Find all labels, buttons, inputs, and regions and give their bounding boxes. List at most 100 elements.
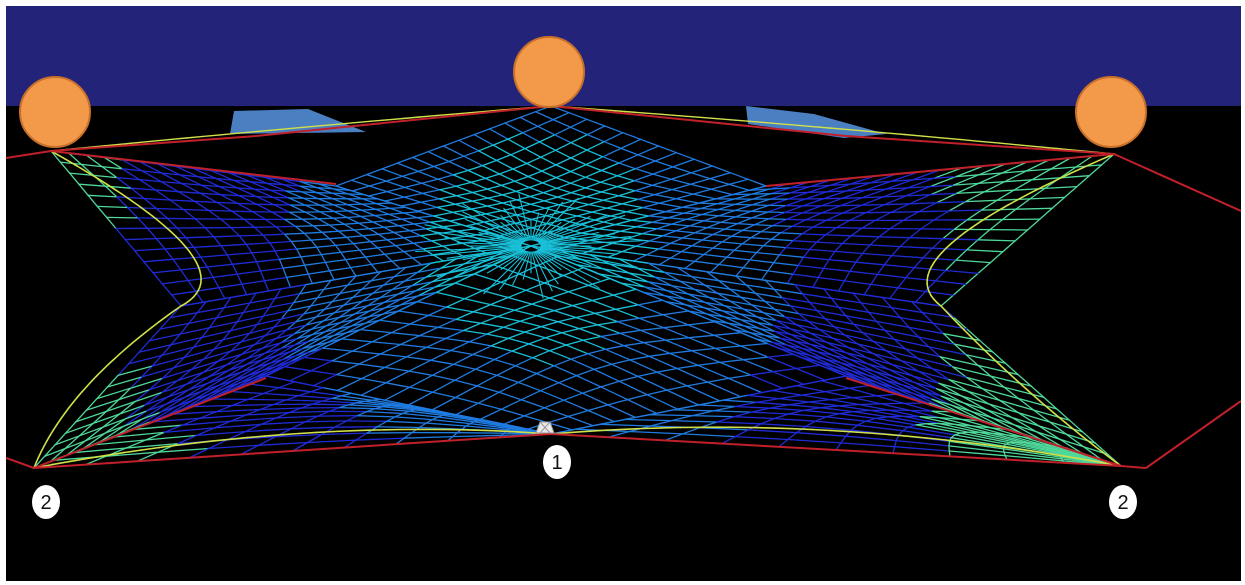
mesh-line (391, 285, 413, 291)
mesh-line (507, 337, 530, 345)
mesh-line (363, 399, 373, 403)
mesh-line (953, 219, 968, 230)
mesh-line (144, 326, 153, 334)
mesh-line (275, 411, 290, 419)
mesh-line (220, 218, 232, 229)
mesh-line (727, 322, 751, 334)
mesh-line (376, 426, 421, 429)
mesh-line (555, 170, 572, 179)
mesh-line (1003, 386, 1020, 400)
mesh-line (455, 185, 474, 194)
mesh-line (575, 368, 595, 377)
mesh-line (1009, 442, 1065, 455)
mesh-line (385, 370, 410, 384)
mesh-line (139, 161, 163, 174)
mesh-line (1011, 416, 1038, 433)
mesh-line (565, 344, 589, 355)
mesh-line (769, 404, 790, 409)
mesh-line (188, 404, 233, 408)
mesh-line (242, 306, 270, 314)
mesh-line (684, 260, 696, 270)
mesh-line (1001, 208, 1017, 221)
mesh-line (691, 239, 703, 247)
mesh-line (269, 128, 288, 132)
mesh-line (567, 284, 590, 293)
mesh-line (541, 182, 558, 189)
mesh-line (143, 258, 174, 263)
mesh-line (501, 190, 517, 196)
mesh-line (848, 387, 878, 397)
mesh-line (350, 179, 371, 187)
mesh-line (778, 254, 805, 258)
mesh-line (413, 221, 431, 225)
mesh-line (764, 279, 796, 286)
mesh-line (63, 407, 70, 415)
float-left (19, 76, 91, 148)
mesh-line (634, 184, 654, 192)
mesh-line (467, 429, 487, 432)
mesh-line (493, 350, 513, 361)
mesh-line (362, 235, 372, 243)
mesh-line (340, 249, 361, 253)
mesh-line (587, 409, 615, 423)
mesh-line (306, 433, 323, 444)
mesh-line (740, 296, 766, 303)
mesh-line (890, 179, 913, 182)
mesh-line (379, 293, 399, 299)
mesh-line (873, 370, 903, 386)
mesh-line (200, 254, 228, 258)
mesh-line (230, 226, 241, 237)
mesh-line (383, 225, 400, 228)
mesh-line (604, 345, 625, 350)
mesh-line (102, 413, 121, 428)
mesh-line (749, 374, 784, 390)
mesh-line (241, 347, 264, 355)
mesh-line (561, 332, 584, 341)
mesh-line (735, 275, 747, 286)
mesh-line (535, 372, 560, 384)
mesh-line (840, 371, 860, 378)
mesh-line (399, 343, 428, 348)
mesh-line (416, 216, 431, 223)
mesh-line (415, 246, 522, 253)
mesh-line (802, 256, 830, 261)
mesh-line (238, 235, 247, 245)
mesh-line (880, 403, 911, 412)
mesh-line (509, 200, 530, 241)
mesh-line (138, 178, 162, 183)
mesh-line (504, 116, 521, 124)
mesh-line (773, 427, 794, 430)
mesh-line (312, 224, 331, 227)
mesh-line (658, 248, 682, 253)
mesh-line (1070, 426, 1078, 434)
mesh-line (694, 253, 705, 262)
mesh-line (597, 273, 625, 279)
mesh-line (384, 196, 405, 202)
mesh-line (246, 435, 266, 439)
mesh-line (536, 250, 600, 289)
mesh-line (991, 417, 1015, 426)
mesh-line (965, 191, 985, 203)
mesh-line (934, 280, 967, 285)
mesh-line (246, 174, 266, 178)
mesh-line (740, 332, 768, 345)
mesh-line (513, 309, 538, 317)
mesh-line (121, 168, 141, 181)
mesh-line (165, 310, 175, 318)
mesh-line (581, 258, 611, 265)
mesh-line (734, 210, 752, 218)
mesh-line (869, 180, 892, 184)
mesh-line (125, 442, 179, 449)
mesh-line (855, 252, 864, 263)
mesh-line (692, 193, 717, 200)
mesh-line (676, 266, 708, 273)
mesh-line (568, 430, 589, 434)
mesh-line (787, 432, 798, 441)
mesh-line (793, 283, 825, 290)
mesh-line (340, 392, 353, 397)
mesh-line (745, 284, 757, 295)
mesh-line (939, 356, 979, 367)
mesh-line (125, 439, 147, 449)
mesh-line (471, 191, 489, 199)
mesh-line (539, 382, 560, 392)
